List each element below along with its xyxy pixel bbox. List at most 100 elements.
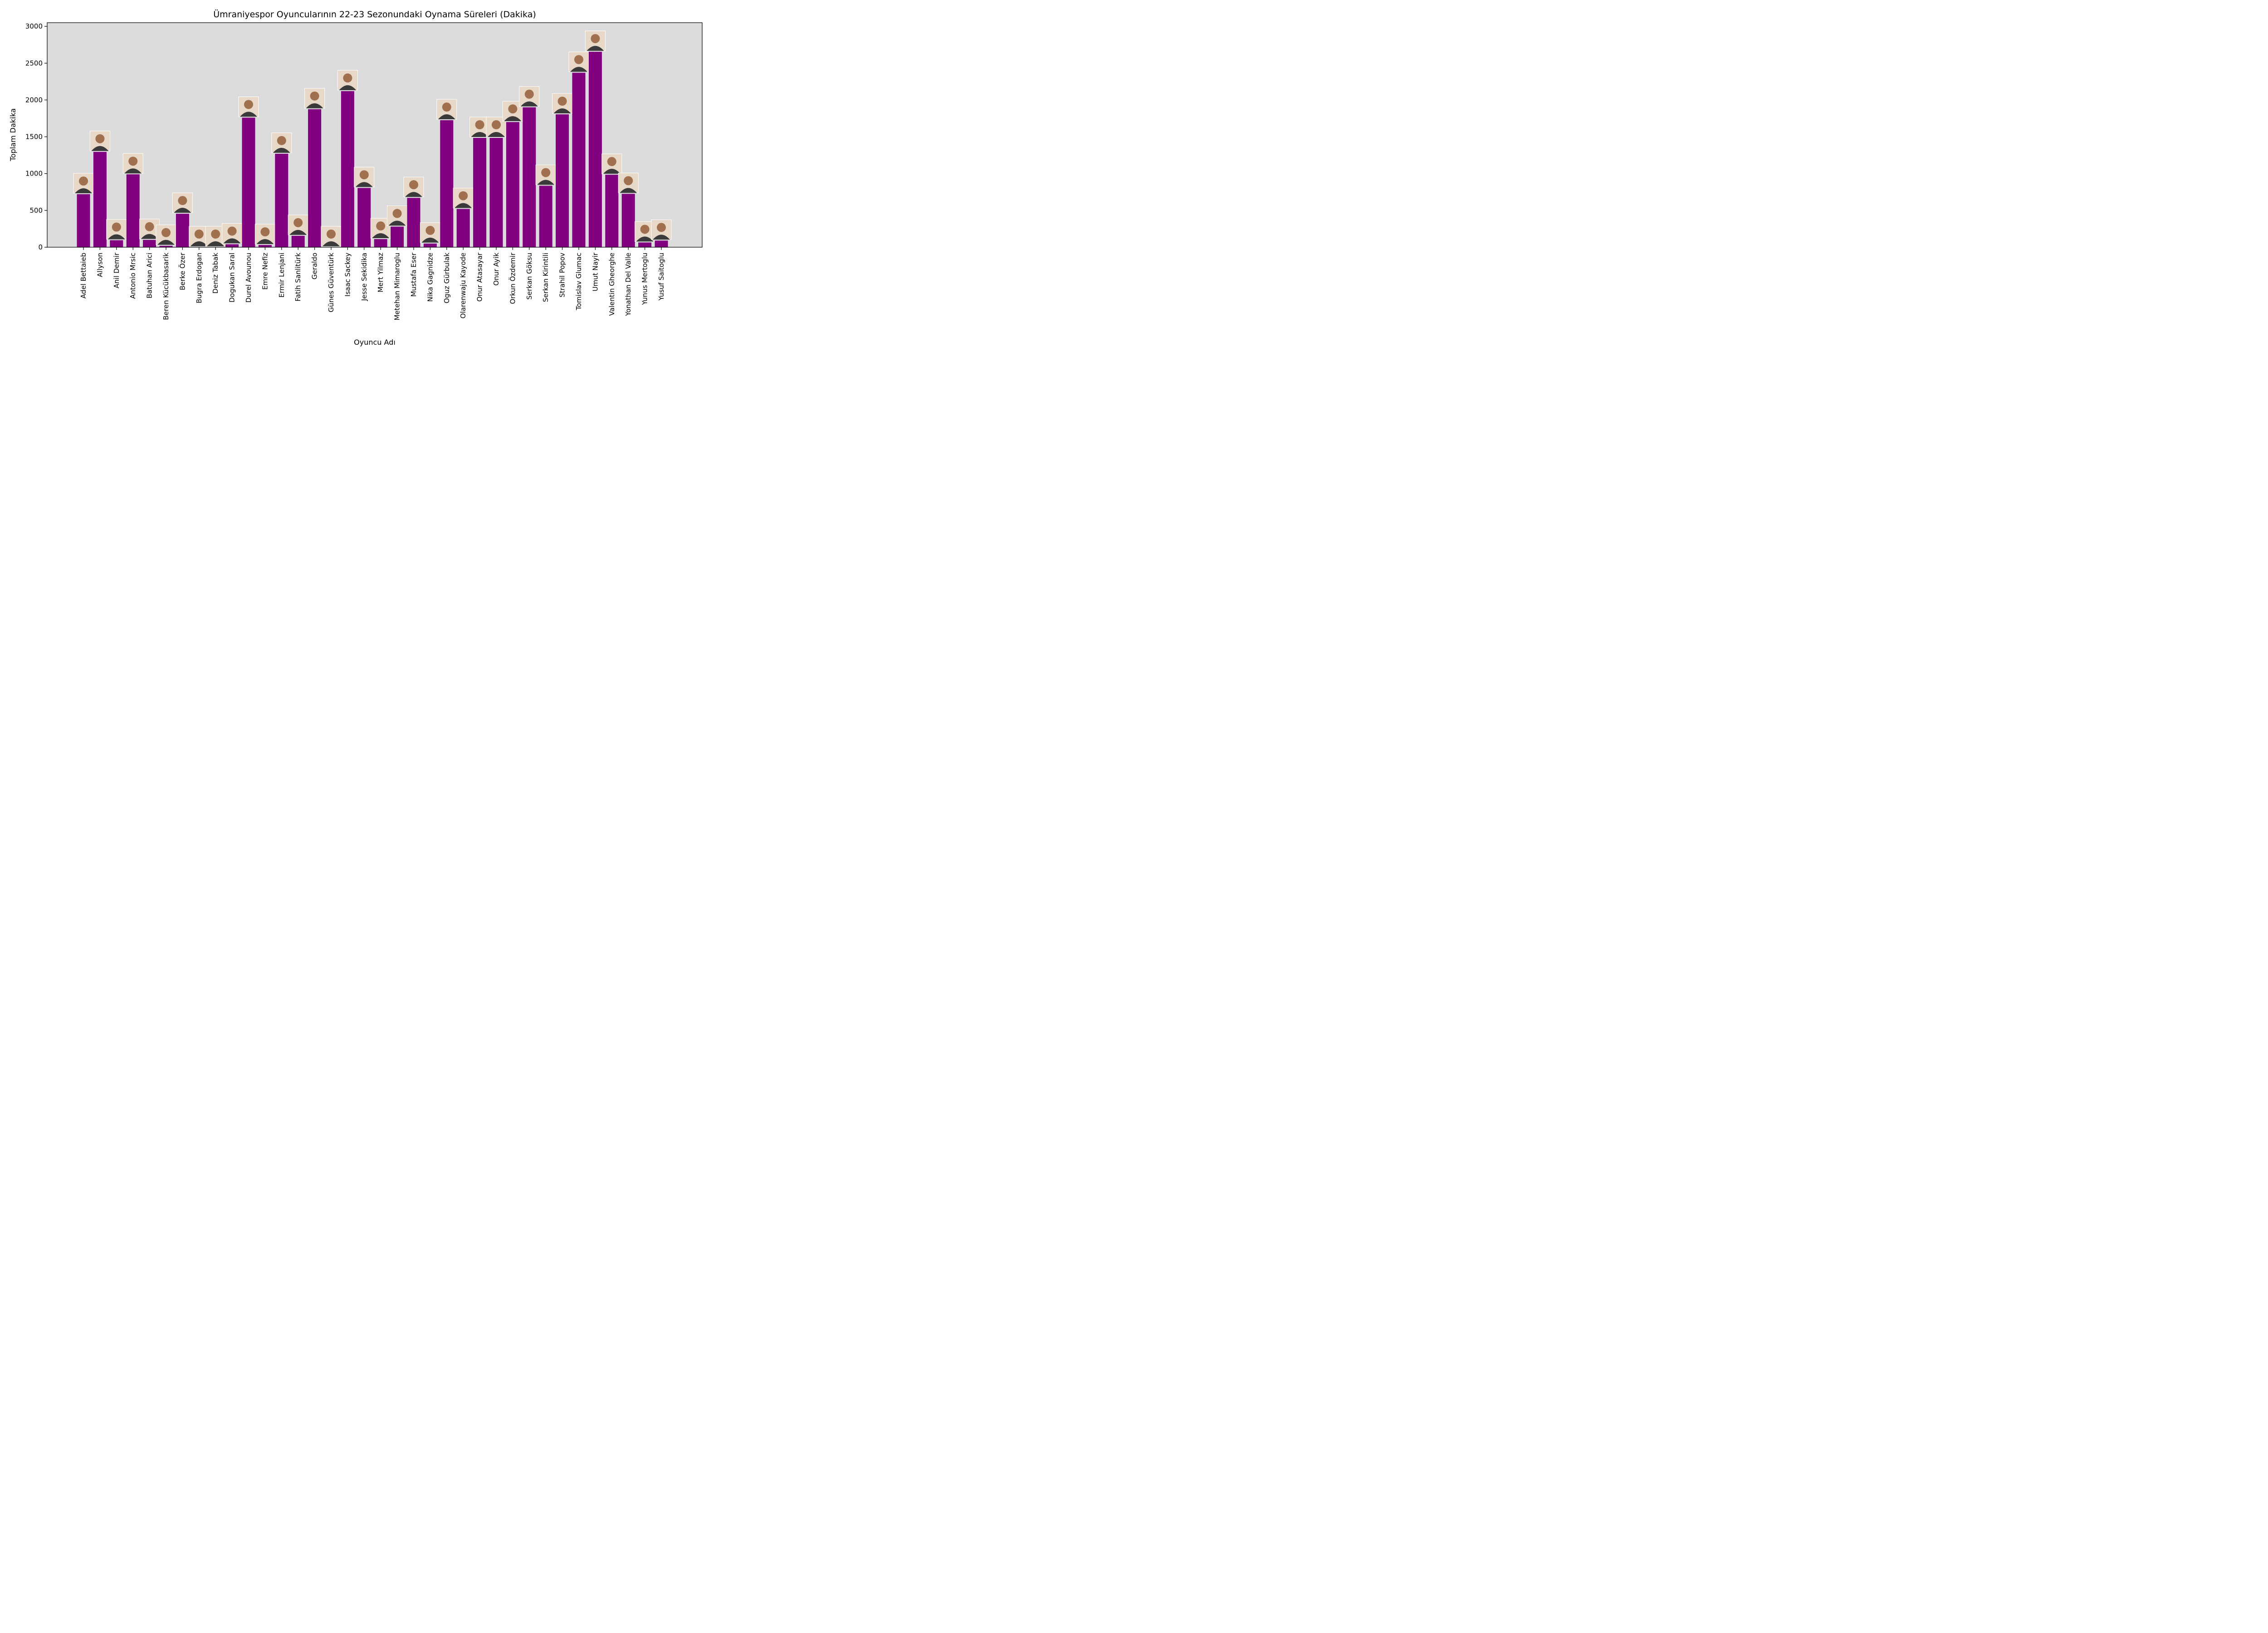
x-axis-label: Oyuncu Adı	[354, 338, 396, 347]
plot-frame	[47, 22, 703, 248]
bar-anil-demir	[110, 240, 123, 247]
bar-ermir-lenjani	[275, 153, 288, 247]
x-tick-label-strahil-popov: Strahil Popov	[558, 253, 567, 298]
bar-yusuf-saitoglu	[655, 240, 668, 247]
bar-berke-ozer	[176, 214, 189, 247]
x-tick-label-tomislav-glumac: Tomislav Glumac	[575, 253, 583, 311]
x-tick-label-fatih-sanliturk: Fatih Sanlitürk	[294, 253, 302, 302]
player-photo-jesse-sekidika	[354, 166, 375, 187]
x-tick-label-olarenwaju-kayode: Olarenwaju Kayode	[459, 253, 467, 318]
y-axis-label: Toplam Dakika	[9, 108, 17, 162]
player-photo-allyson	[89, 131, 110, 152]
x-tick-label-orkun-ozdemir: Orkun Özdemir	[508, 252, 517, 304]
player-photo-isaac-sackey	[337, 70, 358, 91]
y-tick-label-3000: 3000	[25, 22, 43, 30]
player-photo-anil-demir	[106, 219, 127, 240]
x-tick-label-mustafa-eser: Mustafa Eser	[410, 252, 418, 297]
y-tick-label-2000: 2000	[25, 96, 43, 104]
x-tick-label-berke-ozer: Berke Özer	[178, 252, 186, 290]
chart-title: Ümraniyespor Oyuncularının 22-23 Sezonun…	[213, 9, 536, 20]
plot-area	[47, 23, 702, 247]
player-photo-tomislav-glumac	[568, 51, 589, 72]
bar-tomislav-glumac	[572, 73, 586, 247]
bar-serkan-kirintili	[539, 186, 552, 247]
x-tick-label-isaac-sackey: Isaac Sackey	[343, 253, 352, 297]
x-axis: Adel Bettaieb Allyson Anil Demir Antonio Mr…	[79, 247, 665, 320]
player-photo-ermir-lenjani	[271, 132, 292, 153]
y-tick-label-1500: 1500	[25, 133, 43, 141]
x-tick-label-emre-nefiz: Emre Nefiz	[261, 253, 269, 290]
player-photo-adel-bettaieb	[73, 173, 94, 194]
x-tick-label-antonio-mrsic: Antonio Mrsic	[129, 253, 137, 299]
bar-yunus-mertoglu	[638, 242, 652, 247]
x-tick-label-oguz-gurbulak: Oguz Gürbulak	[443, 253, 451, 303]
player-photo-strahil-popov	[552, 93, 573, 114]
bar-onur-atasayar	[473, 138, 487, 247]
x-tick-label-geraldo: Geraldo	[311, 253, 319, 279]
bar-yonathan-del-valle	[621, 194, 635, 247]
bar-orkun-ozdemir	[506, 122, 519, 247]
bar-allyson	[93, 152, 107, 247]
x-tick-label-batuhan-arici: Batuhan Arici	[146, 253, 154, 298]
bar-onur-ayik	[489, 138, 503, 247]
player-photo-beren-kucukbasarik	[156, 225, 176, 245]
bar-jesse-sekidika	[357, 188, 371, 247]
player-photo-metehan-mimaroglu	[387, 205, 408, 226]
bar-chart: Ümraniyespor Oyuncularının 22-23 Sezonun…	[9, 9, 703, 347]
x-tick-label-valentin-gheorghe: Valentin Gheorghe	[608, 253, 616, 316]
x-tick-label-durel-avounou: Durel Avounou	[244, 253, 253, 303]
x-tick-label-allyson: Allyson	[96, 253, 104, 277]
player-photo-emre-nefiz	[254, 224, 275, 244]
bar-nika-gagnidze	[423, 243, 437, 247]
x-tick-label-jesse-sekidika: Jesse Sekidika	[360, 253, 368, 301]
player-photo-serkan-kirintili	[535, 164, 556, 185]
bar-oguz-gurbulak	[440, 120, 454, 247]
bar-fatih-sanliturk	[291, 235, 305, 247]
player-photo-oguz-gurbulak	[436, 99, 457, 120]
bar-serkan-goksu	[523, 107, 536, 247]
player-photo-valentin-gheorghe	[601, 153, 622, 174]
player-photo-mustafa-eser	[403, 176, 424, 197]
x-tick-label-mert-yilmaz: Mert Yilmaz	[376, 253, 385, 293]
x-tick-label-nika-gagnidze: Nika Gagnidze	[426, 253, 434, 302]
player-photo-nika-gagnidze	[420, 222, 440, 243]
bar-umut-nayir	[588, 52, 602, 247]
x-tick-label-serkan-kirintili: Serkan Kirintili	[542, 253, 550, 302]
player-photo-yusuf-saitoglu	[651, 219, 672, 240]
player-photo-fatih-sanliturk	[288, 215, 308, 235]
x-tick-label-gunes-guventurk: Günes Güventürk	[327, 253, 335, 313]
y-tick-label-2500: 2500	[25, 59, 43, 67]
player-photo-dogukan-saral	[222, 223, 243, 244]
x-tick-label-deniz-tabak: Deniz Tabak	[211, 253, 220, 294]
player-photo-olarenwaju-kayode	[453, 188, 474, 209]
y-tick-label-500: 500	[29, 206, 43, 215]
bar-beren-kucukbasarik	[159, 245, 173, 247]
player-photo-berke-ozer	[172, 192, 193, 213]
x-tick-label-adel-bettaieb: Adel Bettaieb	[79, 253, 88, 298]
x-tick-label-beren-kucukbasarik: Beren Kücükbasarik	[162, 253, 170, 320]
x-tick-label-metehan-mimaroglu: Metehan Mimaroglu	[393, 253, 401, 320]
bar-mustafa-eser	[407, 198, 420, 247]
bar-isaac-sackey	[341, 91, 354, 247]
y-tick-label-1000: 1000	[25, 170, 43, 178]
player-photo-durel-avounou	[238, 96, 259, 117]
bar-olarenwaju-kayode	[456, 209, 470, 247]
player-photo-yonathan-del-valle	[618, 172, 639, 193]
x-tick-label-dogukan-saral: Dogukan Saral	[228, 253, 236, 303]
bar-geraldo	[308, 109, 322, 247]
bar-dogukan-saral	[225, 244, 239, 247]
bar-metehan-mimaroglu	[391, 226, 404, 247]
x-tick-label-bugra-erdogan: Bugra Erdogan	[195, 253, 203, 303]
player-photo-gunes-guventurk	[321, 226, 342, 247]
x-tick-label-umut-nayir: Umut Nayir	[591, 252, 599, 291]
player-photo-geraldo	[304, 88, 325, 109]
y-tick-label-0: 0	[38, 243, 43, 251]
x-tick-label-onur-atasayar: Onur Atasayar	[476, 252, 484, 302]
x-tick-label-onur-ayik: Onur Ayik	[492, 253, 500, 286]
x-tick-label-yusuf-saitoglu: Yusuf Saitoglu	[657, 253, 665, 301]
x-tick-label-anil-demir: Anil Demir	[112, 252, 121, 288]
bars-group	[73, 30, 672, 247]
bar-strahil-popov	[556, 114, 569, 247]
y-axis: 0 500 1000 1500 2000 2500 3000	[25, 22, 47, 251]
player-photo-antonio-mrsic	[122, 153, 143, 174]
